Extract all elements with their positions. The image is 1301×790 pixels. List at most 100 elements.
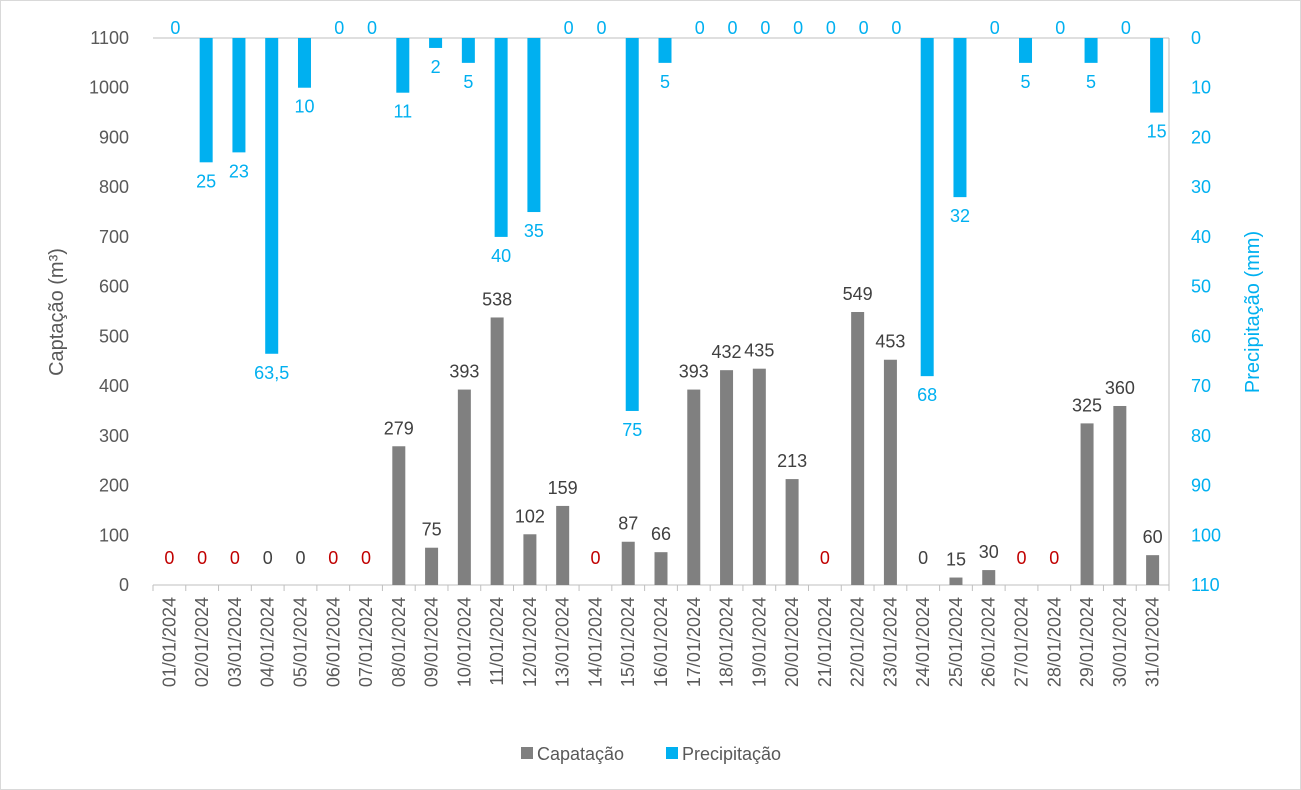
bar-capatacao bbox=[392, 446, 406, 585]
data-label-precipitacao: 0 bbox=[1055, 18, 1065, 38]
data-label-capatacao: 0 bbox=[590, 548, 600, 568]
data-label-precipitacao: 5 bbox=[1021, 72, 1031, 92]
data-label-capatacao: 30 bbox=[979, 542, 999, 562]
y-tick-left: 200 bbox=[99, 476, 129, 496]
x-tick-label: 12/01/2024 bbox=[520, 597, 540, 687]
data-label-capatacao: 0 bbox=[164, 548, 174, 568]
data-label-precipitacao: 68 bbox=[917, 385, 937, 405]
x-tick-label: 09/01/2024 bbox=[422, 597, 442, 687]
bar-capatacao bbox=[949, 577, 963, 585]
bar-precipitacao bbox=[953, 38, 967, 198]
bar-capatacao bbox=[490, 317, 504, 585]
x-tick-label: 29/01/2024 bbox=[1077, 597, 1097, 687]
x-tick-label: 30/01/2024 bbox=[1110, 597, 1130, 687]
data-label-precipitacao: 23 bbox=[229, 161, 249, 181]
data-label-capatacao: 0 bbox=[1049, 548, 1059, 568]
legend-swatch-capatacao bbox=[521, 747, 533, 759]
bar-precipitacao bbox=[920, 38, 934, 377]
data-label-precipitacao: 63,5 bbox=[254, 363, 289, 383]
bar-capatacao bbox=[785, 479, 799, 585]
y-tick-right: 70 bbox=[1191, 376, 1211, 396]
x-tick-label: 13/01/2024 bbox=[553, 597, 573, 687]
data-label-precipitacao: 0 bbox=[793, 18, 803, 38]
y-tick-right: 60 bbox=[1191, 326, 1211, 346]
data-label-precipitacao: 2 bbox=[431, 57, 441, 77]
data-label-precipitacao: 0 bbox=[728, 18, 738, 38]
y-tick-left: 1000 bbox=[89, 78, 129, 98]
bar-precipitacao bbox=[265, 38, 279, 354]
data-label-capatacao: 360 bbox=[1105, 378, 1135, 398]
x-tick-label: 05/01/2024 bbox=[290, 597, 310, 687]
data-label-capatacao: 60 bbox=[1143, 527, 1163, 547]
data-label-capatacao: 325 bbox=[1072, 395, 1102, 415]
data-label-capatacao: 102 bbox=[515, 506, 545, 526]
y-tick-right: 110 bbox=[1191, 575, 1220, 595]
bar-precipitacao bbox=[396, 38, 410, 93]
y-tick-right: 20 bbox=[1191, 127, 1211, 147]
y-tick-right: 50 bbox=[1191, 277, 1211, 297]
x-tick-label: 20/01/2024 bbox=[782, 597, 802, 687]
y-tick-left: 400 bbox=[99, 376, 129, 396]
bar-precipitacao bbox=[232, 38, 246, 153]
x-tick-label: 28/01/2024 bbox=[1044, 597, 1064, 687]
data-label-precipitacao: 0 bbox=[760, 18, 770, 38]
data-label-precipitacao: 0 bbox=[859, 18, 869, 38]
data-label-capatacao: 393 bbox=[679, 362, 709, 382]
x-tick-label: 19/01/2024 bbox=[749, 597, 769, 687]
bar-capatacao bbox=[1080, 423, 1094, 585]
x-tick-label: 31/01/2024 bbox=[1143, 597, 1163, 687]
data-label-precipitacao: 0 bbox=[826, 18, 836, 38]
y-tick-right: 40 bbox=[1191, 227, 1211, 247]
y-axis-title-right: Precipitação (mm) bbox=[1242, 231, 1264, 393]
data-label-precipitacao: 32 bbox=[950, 206, 970, 226]
bar-precipitacao bbox=[297, 38, 311, 88]
data-label-capatacao: 75 bbox=[422, 520, 442, 540]
data-label-capatacao: 159 bbox=[548, 478, 578, 498]
x-tick-label: 04/01/2024 bbox=[258, 597, 278, 687]
data-label-precipitacao: 25 bbox=[196, 171, 216, 191]
data-label-precipitacao: 11 bbox=[393, 102, 412, 122]
data-label-precipitacao: 5 bbox=[1086, 72, 1096, 92]
y-tick-left: 300 bbox=[99, 426, 129, 446]
bar-precipitacao bbox=[1019, 38, 1033, 63]
x-tick-label: 23/01/2024 bbox=[880, 597, 900, 687]
bar-capatacao bbox=[982, 570, 996, 585]
legend-label-precipitacao: Precipitação bbox=[682, 744, 781, 764]
bar-precipitacao bbox=[1084, 38, 1098, 63]
bar-precipitacao bbox=[658, 38, 672, 63]
data-label-precipitacao: 0 bbox=[596, 18, 606, 38]
y-tick-left: 1100 bbox=[90, 28, 129, 48]
x-tick-label: 10/01/2024 bbox=[454, 597, 474, 687]
data-label-capatacao: 435 bbox=[744, 341, 774, 361]
bar-capatacao bbox=[1113, 405, 1127, 585]
x-tick-label: 18/01/2024 bbox=[717, 597, 737, 687]
bar-precipitacao bbox=[527, 38, 541, 213]
bar-precipitacao bbox=[1150, 38, 1164, 113]
y-axis-title-left: Captação (m³) bbox=[46, 248, 68, 376]
data-label-precipitacao: 0 bbox=[1121, 18, 1131, 38]
data-label-precipitacao: 10 bbox=[294, 97, 314, 117]
x-tick-label: 08/01/2024 bbox=[389, 597, 409, 687]
data-label-precipitacao: 75 bbox=[622, 420, 642, 440]
x-tick-label: 06/01/2024 bbox=[323, 597, 343, 687]
data-label-capatacao: 432 bbox=[712, 342, 742, 362]
data-label-precipitacao: 40 bbox=[491, 246, 511, 266]
y-tick-left: 500 bbox=[99, 326, 129, 346]
data-label-precipitacao: 0 bbox=[695, 18, 705, 38]
data-label-precipitacao: 5 bbox=[660, 72, 670, 92]
data-label-precipitacao: 15 bbox=[1147, 122, 1167, 142]
x-tick-label: 27/01/2024 bbox=[1012, 597, 1032, 687]
bar-capatacao bbox=[457, 389, 471, 585]
data-label-capatacao: 0 bbox=[263, 548, 273, 568]
bar-capatacao bbox=[523, 534, 537, 585]
capatacao-bars bbox=[392, 311, 1160, 585]
bar-capatacao bbox=[1146, 555, 1160, 585]
data-label-capatacao: 0 bbox=[230, 548, 240, 568]
bar-capatacao bbox=[654, 552, 668, 585]
bar-precipitacao bbox=[625, 38, 639, 411]
data-label-precipitacao: 0 bbox=[334, 18, 344, 38]
y-tick-right: 30 bbox=[1191, 177, 1211, 197]
